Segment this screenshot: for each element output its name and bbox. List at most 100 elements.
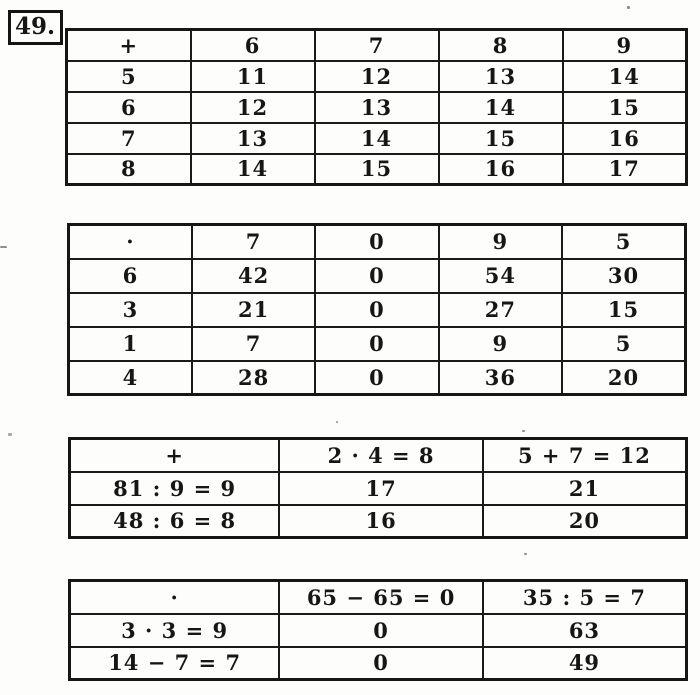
column-header-cell: 7 xyxy=(190,223,317,260)
value-cell: 20 xyxy=(561,359,687,396)
value-cell: 21 xyxy=(190,291,317,328)
table-row: 7 13 14 15 16 xyxy=(65,121,688,155)
value-cell: 27 xyxy=(437,291,564,328)
scan-speckle xyxy=(522,430,525,432)
value-cell: 17 xyxy=(561,152,688,186)
table-row: 6 42 0 54 30 xyxy=(67,257,687,294)
value-cell: 21 xyxy=(481,470,688,506)
value-cell: 14 xyxy=(313,121,440,155)
operation-sign-cell: + xyxy=(65,28,192,62)
table-row: 5 11 12 13 14 xyxy=(65,59,688,93)
row-header-cell: 48 : 6 = 8 xyxy=(68,503,281,539)
value-cell: 54 xyxy=(437,257,564,294)
value-cell: 11 xyxy=(189,59,316,93)
column-header-cell: 8 xyxy=(437,28,564,62)
value-cell: 16 xyxy=(561,121,688,155)
column-header-cell: 6 xyxy=(189,28,316,62)
scan-speckle xyxy=(627,6,630,9)
operation-sign-cell: + xyxy=(68,437,281,473)
value-cell: 42 xyxy=(190,257,317,294)
value-cell: 14 xyxy=(437,90,564,124)
column-header-cell: 9 xyxy=(437,223,564,260)
value-cell: 17 xyxy=(278,470,484,506)
value-cell: 0 xyxy=(278,645,484,681)
row-header-cell: 5 xyxy=(65,59,192,93)
scan-speckle xyxy=(524,553,527,555)
value-cell: 49 xyxy=(481,645,688,681)
value-cell: 13 xyxy=(437,59,564,93)
header-row: +6 7 8 9 xyxy=(65,28,688,62)
value-cell: 63 xyxy=(481,612,688,648)
row-header-cell: 81 : 9 = 9 xyxy=(68,470,281,506)
value-cell: 20 xyxy=(481,503,688,539)
value-cell: 16 xyxy=(278,503,484,539)
column-header-cell: 35 : 5 = 7 xyxy=(481,579,688,615)
row-header-cell: 6 xyxy=(65,90,192,124)
value-cell: 15 xyxy=(561,291,687,328)
row-header-cell: 3 · 3 = 9 xyxy=(68,612,281,648)
value-cell: 15 xyxy=(561,90,688,124)
exercise-number-badge: 49. xyxy=(8,10,64,45)
value-cell: 0 xyxy=(314,359,440,396)
row-header-cell: 8 xyxy=(65,152,192,186)
row-header-cell: 3 xyxy=(67,291,193,328)
value-cell: 0 xyxy=(314,257,440,294)
header-row: · 7 0 9 5 xyxy=(67,223,687,260)
column-header-cell: 7 xyxy=(313,28,440,62)
multiplication-table-simple: · 7 0 9 5 6 42 0 54 30 3 21 0 27 15 1 7 0 9 5 4 28 0 36 20 xyxy=(67,223,687,396)
value-cell: 15 xyxy=(313,152,440,186)
table-row: 8 14 15 16 17 xyxy=(65,152,688,186)
column-header-cell: 5 + 7 = 12 xyxy=(481,437,688,473)
value-cell: 12 xyxy=(313,59,440,93)
addition-table-simple: +6 7 8 9 5 11 12 13 14 6 12 13 14 15 7 13 14 15 16 8 14 15 16 1… xyxy=(65,28,688,186)
row-header-cell: 14 − 7 = 7 xyxy=(68,645,281,681)
value-cell: 16 xyxy=(437,152,564,186)
table-row: 4 28 0 36 20 xyxy=(67,359,687,396)
value-cell: 13 xyxy=(189,121,316,155)
addition-table-simple-grid: +6 7 8 9 5 11 12 13 14 6 12 13 14 15 7 13 14 15 16 8 14 15 16 1… xyxy=(65,28,688,186)
header-row: · 65 − 65 = 0 35 : 5 = 7 xyxy=(68,579,688,615)
table-row: 48 : 6 = 8 16 20 xyxy=(68,503,688,539)
row-header-cell: 4 xyxy=(67,359,193,396)
row-header-cell: 6 xyxy=(67,257,193,294)
value-cell: 5 xyxy=(561,325,687,362)
value-cell: 0 xyxy=(278,612,484,648)
table-row: 14 − 7 = 7 0 49 xyxy=(68,645,688,681)
column-header-cell: 65 − 65 = 0 xyxy=(278,579,484,615)
column-header-cell: 2 · 4 = 8 xyxy=(278,437,484,473)
row-header-cell: 7 xyxy=(65,121,192,155)
scan-speckle xyxy=(8,433,12,436)
value-cell: 7 xyxy=(190,325,317,362)
value-cell: 0 xyxy=(314,325,440,362)
scan-speckle xyxy=(0,246,7,248)
table-row: 3 · 3 = 9 0 63 xyxy=(68,612,688,648)
column-header-cell: 5 xyxy=(561,223,687,260)
value-cell: 9 xyxy=(437,325,564,362)
value-cell: 0 xyxy=(314,291,440,328)
column-header-cell: 9 xyxy=(561,28,688,62)
value-cell: 14 xyxy=(561,59,688,93)
value-cell: 12 xyxy=(189,90,316,124)
table-row: 3 21 0 27 15 xyxy=(67,291,687,328)
scan-speckle xyxy=(336,421,338,423)
value-cell: 13 xyxy=(313,90,440,124)
multiplication-table-simple-grid: · 7 0 9 5 6 42 0 54 30 3 21 0 27 15 1 7 0 9 5 4 28 0 36 20 xyxy=(67,223,687,396)
column-header-cell: 0 xyxy=(314,223,440,260)
value-cell: 28 xyxy=(190,359,317,396)
value-cell: 30 xyxy=(561,257,687,294)
value-cell: 14 xyxy=(189,152,316,186)
table-row: 81 : 9 = 9 17 21 xyxy=(68,470,688,506)
table-row: 6 12 13 14 15 xyxy=(65,90,688,124)
row-header-cell: 1 xyxy=(67,325,193,362)
value-cell: 36 xyxy=(437,359,564,396)
operation-sign-cell: · xyxy=(68,579,281,615)
value-cell: 15 xyxy=(437,121,564,155)
operation-sign-cell: · xyxy=(67,223,193,260)
